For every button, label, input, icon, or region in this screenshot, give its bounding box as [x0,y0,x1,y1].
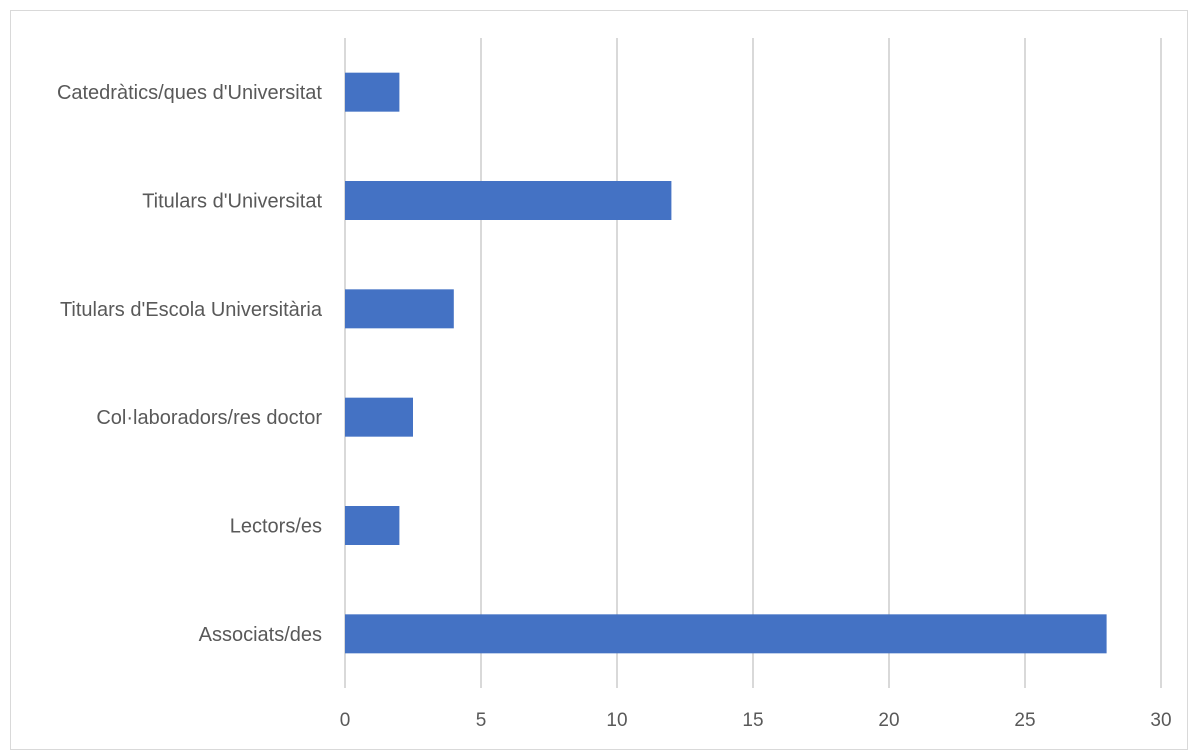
bar [345,397,413,437]
x-tick-label: 10 [606,710,627,731]
x-tick-label: 15 [742,710,763,731]
category-labels: Catedràtics/ques d'Universitat Titulars d… [57,82,323,646]
x-tick-label: 5 [476,710,487,731]
bar [345,614,1107,654]
x-tick-label: 20 [878,710,899,731]
category-label: Col·laboradors/res doctor [96,407,322,429]
category-label: Associats/des [199,624,322,646]
x-tick-label: 0 [340,710,351,731]
category-label: Catedràtics/ques d'Universitat [57,82,322,104]
category-label: Titulars d'Escola Universitària [60,299,323,321]
x-tick-label: 30 [1150,710,1171,731]
x-tick-label: 25 [1014,710,1035,731]
bar [345,181,672,220]
bar [345,289,454,329]
gridlines [344,38,1162,688]
category-label: Lectors/es [230,516,322,538]
bar [345,506,400,545]
bars [345,72,1107,654]
bar [345,72,400,112]
category-label: Titulars d'Universitat [142,191,322,213]
x-tick-labels: 0 5 10 15 20 25 30 [340,710,1172,731]
